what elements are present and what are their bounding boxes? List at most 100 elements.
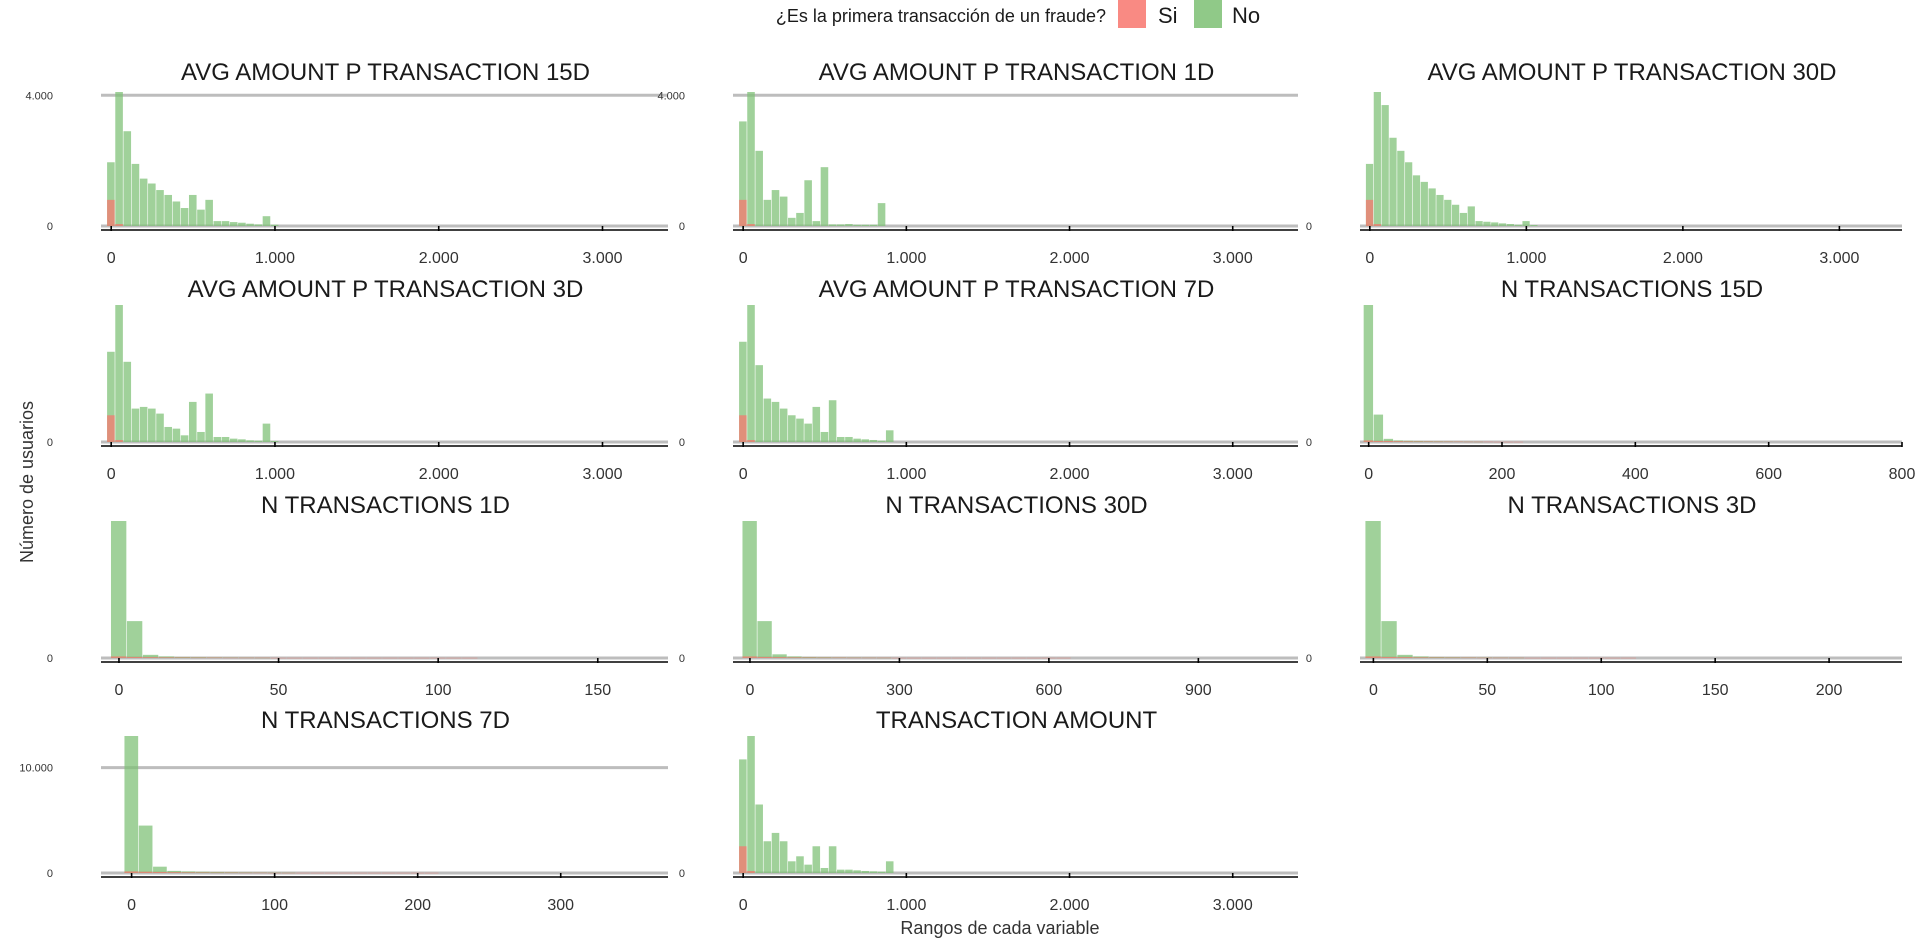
bar-si <box>396 872 410 874</box>
x-tick-label: 200 <box>1816 682 1843 699</box>
bar-no <box>195 871 210 873</box>
bar-si <box>1026 657 1041 659</box>
bar-si <box>1463 441 1474 443</box>
bar-no <box>1475 221 1483 226</box>
bar-no <box>221 221 230 226</box>
x-tick-label: 3.000 <box>1819 250 1859 267</box>
bar-si <box>921 657 937 659</box>
bar-si <box>1572 657 1589 659</box>
bar-no <box>739 759 747 873</box>
bar-si <box>862 657 877 659</box>
bar-si <box>1453 441 1464 443</box>
bar-no <box>124 736 139 873</box>
bar-no <box>205 199 213 226</box>
bar-si <box>1620 657 1636 659</box>
bar-si <box>124 871 139 873</box>
bar-no <box>788 415 796 442</box>
bar-no <box>131 408 140 442</box>
bar-si <box>772 657 787 658</box>
bar-si <box>1056 657 1071 659</box>
bar-si <box>238 657 255 659</box>
x-tick-label: 150 <box>584 682 611 699</box>
x-tick-label: 0 <box>745 682 754 699</box>
x-tick-label: 0 <box>1364 466 1373 483</box>
bar-no <box>107 162 115 226</box>
bar-si <box>1381 656 1397 658</box>
bar-no <box>123 361 132 442</box>
bar-si <box>1383 440 1394 442</box>
bar-si <box>1604 657 1621 659</box>
bar-no <box>820 431 829 442</box>
x-tick-label: 2.000 <box>1050 250 1090 267</box>
bar-no <box>771 401 780 442</box>
bar-si <box>1461 657 1477 659</box>
bar-no <box>156 190 164 226</box>
bar-no <box>110 521 127 658</box>
bar-no <box>771 832 780 873</box>
bar-si <box>115 224 123 226</box>
bar-no <box>246 440 254 442</box>
x-tick-label: 300 <box>886 682 913 699</box>
bar-no <box>1530 225 1538 226</box>
bar-no <box>1428 188 1436 226</box>
y-tick-label: 0 <box>1306 221 1312 233</box>
bar-si <box>1524 657 1541 659</box>
y-tick-label: 0 <box>47 868 53 880</box>
bar-no <box>1397 150 1405 226</box>
bar-no <box>747 92 755 226</box>
bar-no <box>181 871 196 873</box>
bar-no <box>861 224 870 226</box>
bar-si <box>1493 441 1504 443</box>
facet-panels: 0 1.000 2.000 3.000 0 4.000 AVG AMOUNT P TRANS… <box>19 59 1915 914</box>
bar-si <box>366 657 382 659</box>
bar-si <box>1540 657 1557 659</box>
facet-title: N TRANSACTIONS 3D <box>1508 492 1757 519</box>
x-tick-label: 1.000 <box>886 466 926 483</box>
bar-no <box>739 341 747 442</box>
bar-no <box>229 222 238 226</box>
bar-no <box>755 150 763 226</box>
bar-si <box>1588 657 1605 659</box>
bar-si <box>966 657 982 659</box>
bar-si <box>381 872 396 874</box>
x-tick-label: 0 <box>1369 682 1378 699</box>
bar-si <box>1365 199 1374 226</box>
x-tick-label: 3.000 <box>1213 250 1253 267</box>
bar-si <box>339 872 353 874</box>
facet-panel: 0 100 200 300 0 10.000 N TRANSACTIONS 7D <box>19 707 668 914</box>
bar-no <box>1405 162 1413 226</box>
bar-si <box>107 199 115 226</box>
bar-no <box>139 406 148 442</box>
bar-no <box>877 871 886 873</box>
bar-no <box>148 408 156 442</box>
bar-si <box>739 846 747 873</box>
x-tick-label: 3.000 <box>1213 897 1253 914</box>
bar-si <box>847 657 862 659</box>
bar-no <box>1365 521 1381 658</box>
bar-no <box>845 224 853 226</box>
bar-no <box>1413 656 1429 658</box>
bar-no <box>804 423 812 442</box>
x-tick-label: 800 <box>1889 466 1916 483</box>
bar-no <box>796 212 804 226</box>
bar-si <box>398 657 414 659</box>
y-tick-label: 0 <box>679 868 685 880</box>
bar-no <box>213 221 222 226</box>
bar-si <box>350 657 366 659</box>
bar-no <box>197 431 205 442</box>
facet-title: AVG AMOUNT P TRANSACTION 1D <box>819 59 1215 86</box>
bar-si <box>1445 657 1461 659</box>
bar-no <box>167 870 182 873</box>
bar-no <box>148 183 156 226</box>
bar-no <box>853 870 861 873</box>
bar-si <box>739 199 747 226</box>
bar-si <box>1011 657 1026 659</box>
legend: ¿Es la primera transacción de un fraude?… <box>776 0 1260 28</box>
bar-no <box>172 428 181 442</box>
facet-panel: 0 1.000 2.000 3.000 0 AVG AMOUNT P TRANSACTIO… <box>1306 59 1902 267</box>
facet-panel: 0 200 400 600 800 0 N TRANSACTIONS 15D <box>1306 276 1916 483</box>
x-tick-label: 200 <box>1489 466 1516 483</box>
x-tick-label: 0 <box>739 250 748 267</box>
bar-si <box>951 657 967 659</box>
bar-no <box>755 804 763 873</box>
